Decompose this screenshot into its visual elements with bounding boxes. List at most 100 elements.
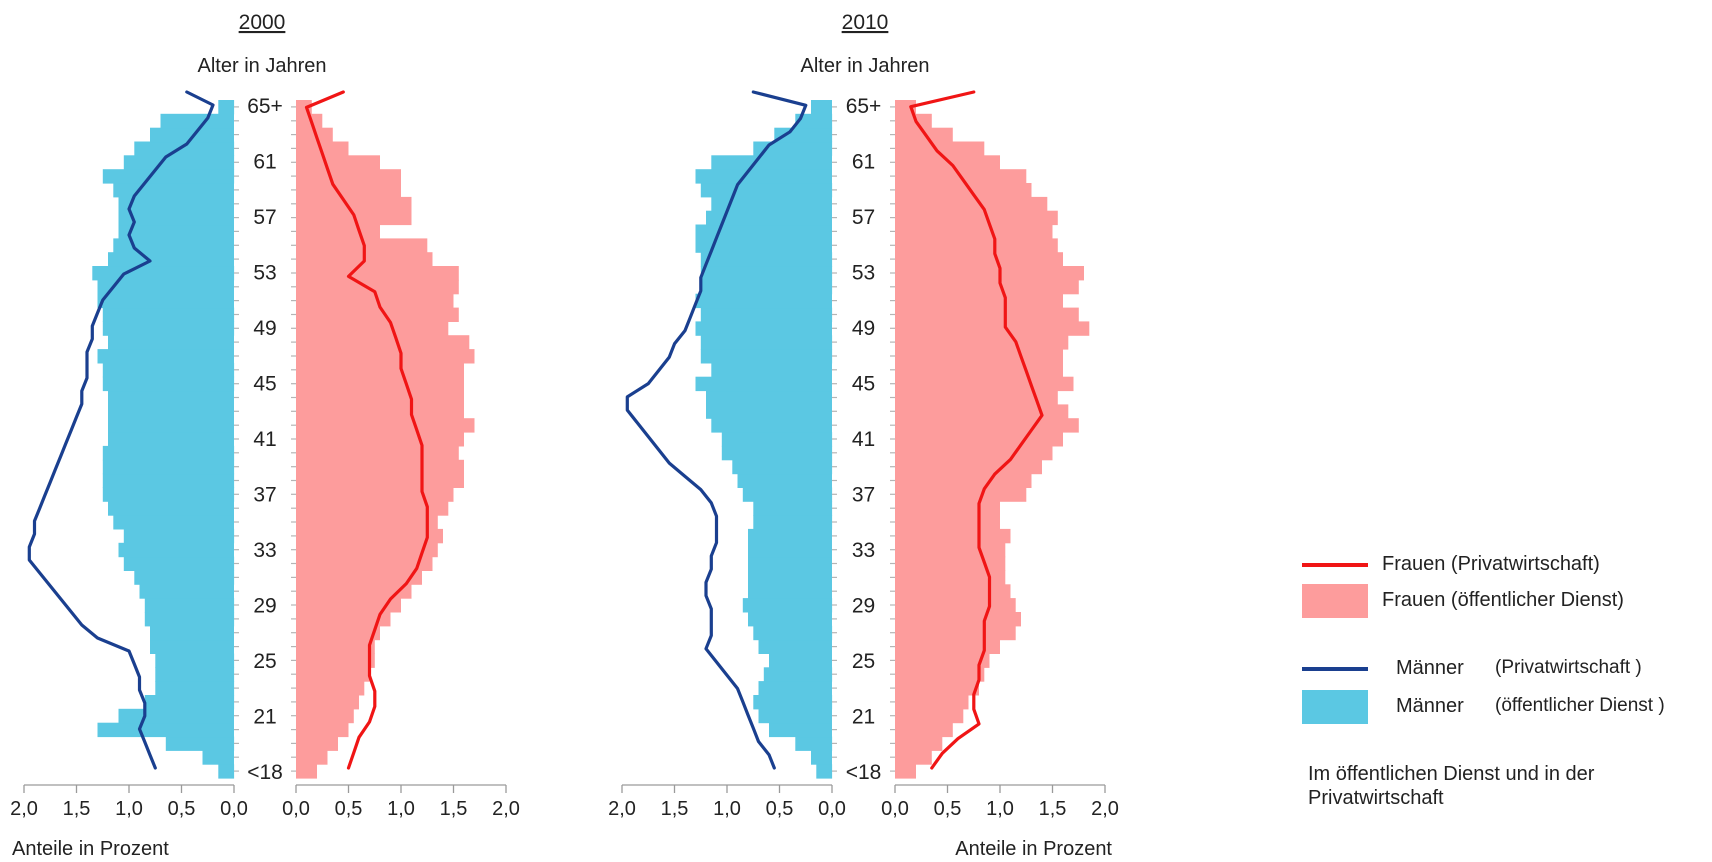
age-tick-label: <18: [846, 761, 882, 784]
women-public-bar: [296, 653, 375, 668]
men-public-bar: [102, 169, 235, 184]
women-public-bar: [296, 556, 433, 571]
legend-item-men-public: Männer (öffentlicher Dienst ): [1290, 690, 1710, 724]
legend-swatch-box: [1302, 584, 1368, 618]
women-public-bar: [296, 445, 459, 461]
women-public-bar: [296, 487, 454, 502]
men-public-bar: [700, 183, 833, 198]
x-tick-label: 2,0: [1091, 798, 1119, 820]
legend-label-detail: (Privatwirtschaft ): [1495, 657, 1642, 678]
men-public-bar: [700, 307, 833, 322]
age-tick-label: 61: [253, 151, 276, 174]
age-tick-label: 57: [852, 206, 875, 229]
women-public-bar: [895, 141, 985, 156]
men-public-bar: [742, 487, 833, 502]
x-tick-label: 2,0: [492, 798, 520, 820]
men-public-bar: [748, 556, 832, 571]
women-public-bar: [296, 169, 401, 184]
men-public-bar: [102, 445, 235, 461]
men-public-bar: [155, 667, 235, 682]
women-public-bar: [895, 501, 1000, 516]
men-public-bar: [758, 639, 832, 654]
legend-label: Frauen (öffentlicher Dienst): [1382, 589, 1624, 611]
x-tick-label: 0,5: [168, 798, 196, 820]
men-public-bar: [108, 252, 234, 267]
age-tick-label: 49: [253, 317, 276, 340]
women-private-line: [304, 90, 429, 770]
women-public-bar: [895, 556, 1006, 571]
men-public-bar: [139, 584, 234, 599]
men-public-bar: [97, 293, 234, 309]
men-public-bar: [737, 473, 832, 488]
women-public-bar: [895, 293, 1063, 309]
men-public-bar: [118, 210, 234, 226]
men-public-bar: [695, 224, 832, 239]
age-tick-label: 33: [852, 539, 875, 562]
x-tick-label: 0,5: [766, 798, 794, 820]
x-tick-label: 0,0: [881, 798, 909, 820]
women-public-bar: [895, 432, 1063, 447]
age-tick-label: 25: [852, 650, 875, 673]
women-public-bar: [296, 584, 412, 599]
women-public-bar: [895, 113, 932, 129]
women-public-bar: [895, 528, 1011, 544]
men-private-line: [27, 90, 215, 770]
men-public-bar: [108, 390, 234, 405]
age-tick-label: 21: [253, 706, 276, 729]
legend-label: Männer: [1396, 657, 1464, 679]
age-tick-label: 33: [253, 539, 276, 562]
men-public-bar: [202, 750, 234, 765]
women-public-bar: [895, 570, 1006, 585]
women-public-bar: [895, 625, 1016, 641]
women-public-bar: [895, 667, 985, 682]
men-public-bar: [700, 266, 833, 281]
women-public-bar: [895, 584, 1011, 599]
women-public-bar: [296, 515, 438, 530]
women-public-bar: [296, 113, 323, 129]
men-public-bar: [721, 432, 833, 447]
women-public-bar: [296, 736, 338, 751]
age-tick-label: 57: [253, 206, 276, 229]
men-public-bar: [706, 404, 832, 419]
men-public-bar: [711, 196, 832, 212]
women-public-bar: [895, 459, 1042, 475]
x-tick-label: 1,0: [115, 798, 143, 820]
legend-item-men-private: Männer (Privatwirtschaft ): [1290, 652, 1710, 686]
men-public-bar: [700, 349, 833, 364]
men-public-bar: [753, 695, 833, 710]
women-public-bar: [895, 390, 1058, 405]
men-public-bar: [150, 639, 234, 654]
women-public-bar: [296, 418, 475, 433]
women-public-bar: [895, 487, 1027, 502]
age-axis-label: Alter in Jahren: [801, 55, 930, 77]
x-tick-label: 0,0: [220, 798, 248, 820]
men-public-bar: [118, 224, 234, 239]
men-public-bar: [108, 335, 234, 350]
men-public-bar: [97, 349, 234, 364]
women-public-bar: [296, 155, 380, 170]
men-public-bar: [102, 487, 235, 502]
pyramid-panel-2000: 2000 Alter in Jahren Anteile in Prozent …: [10, 11, 520, 860]
women-public-bar: [296, 432, 464, 447]
women-public-bar: [296, 224, 380, 239]
men-public-bar: [758, 708, 832, 724]
men-public-bar: [711, 155, 832, 170]
men-public-bar: [108, 404, 234, 419]
women-public-bar: [895, 542, 1006, 558]
women-public-bar: [296, 390, 464, 405]
men-public-bar: [108, 418, 234, 433]
women-public-bar: [895, 764, 916, 779]
women-public-bar: [296, 459, 464, 475]
women-public-bar: [895, 376, 1074, 392]
men-public-bar: [706, 390, 832, 405]
men-public-bar: [102, 459, 235, 475]
legend-label-detail: (öffentlicher Dienst ): [1495, 695, 1665, 716]
women-public-bar: [296, 708, 354, 724]
men-public-bar: [711, 362, 832, 378]
women-public-bar: [296, 695, 359, 710]
women-public-bar: [895, 612, 1021, 627]
age-tick-label: 65+: [247, 95, 283, 118]
x-tick-label: 0,0: [818, 798, 846, 820]
women-public-bar: [895, 183, 1032, 198]
